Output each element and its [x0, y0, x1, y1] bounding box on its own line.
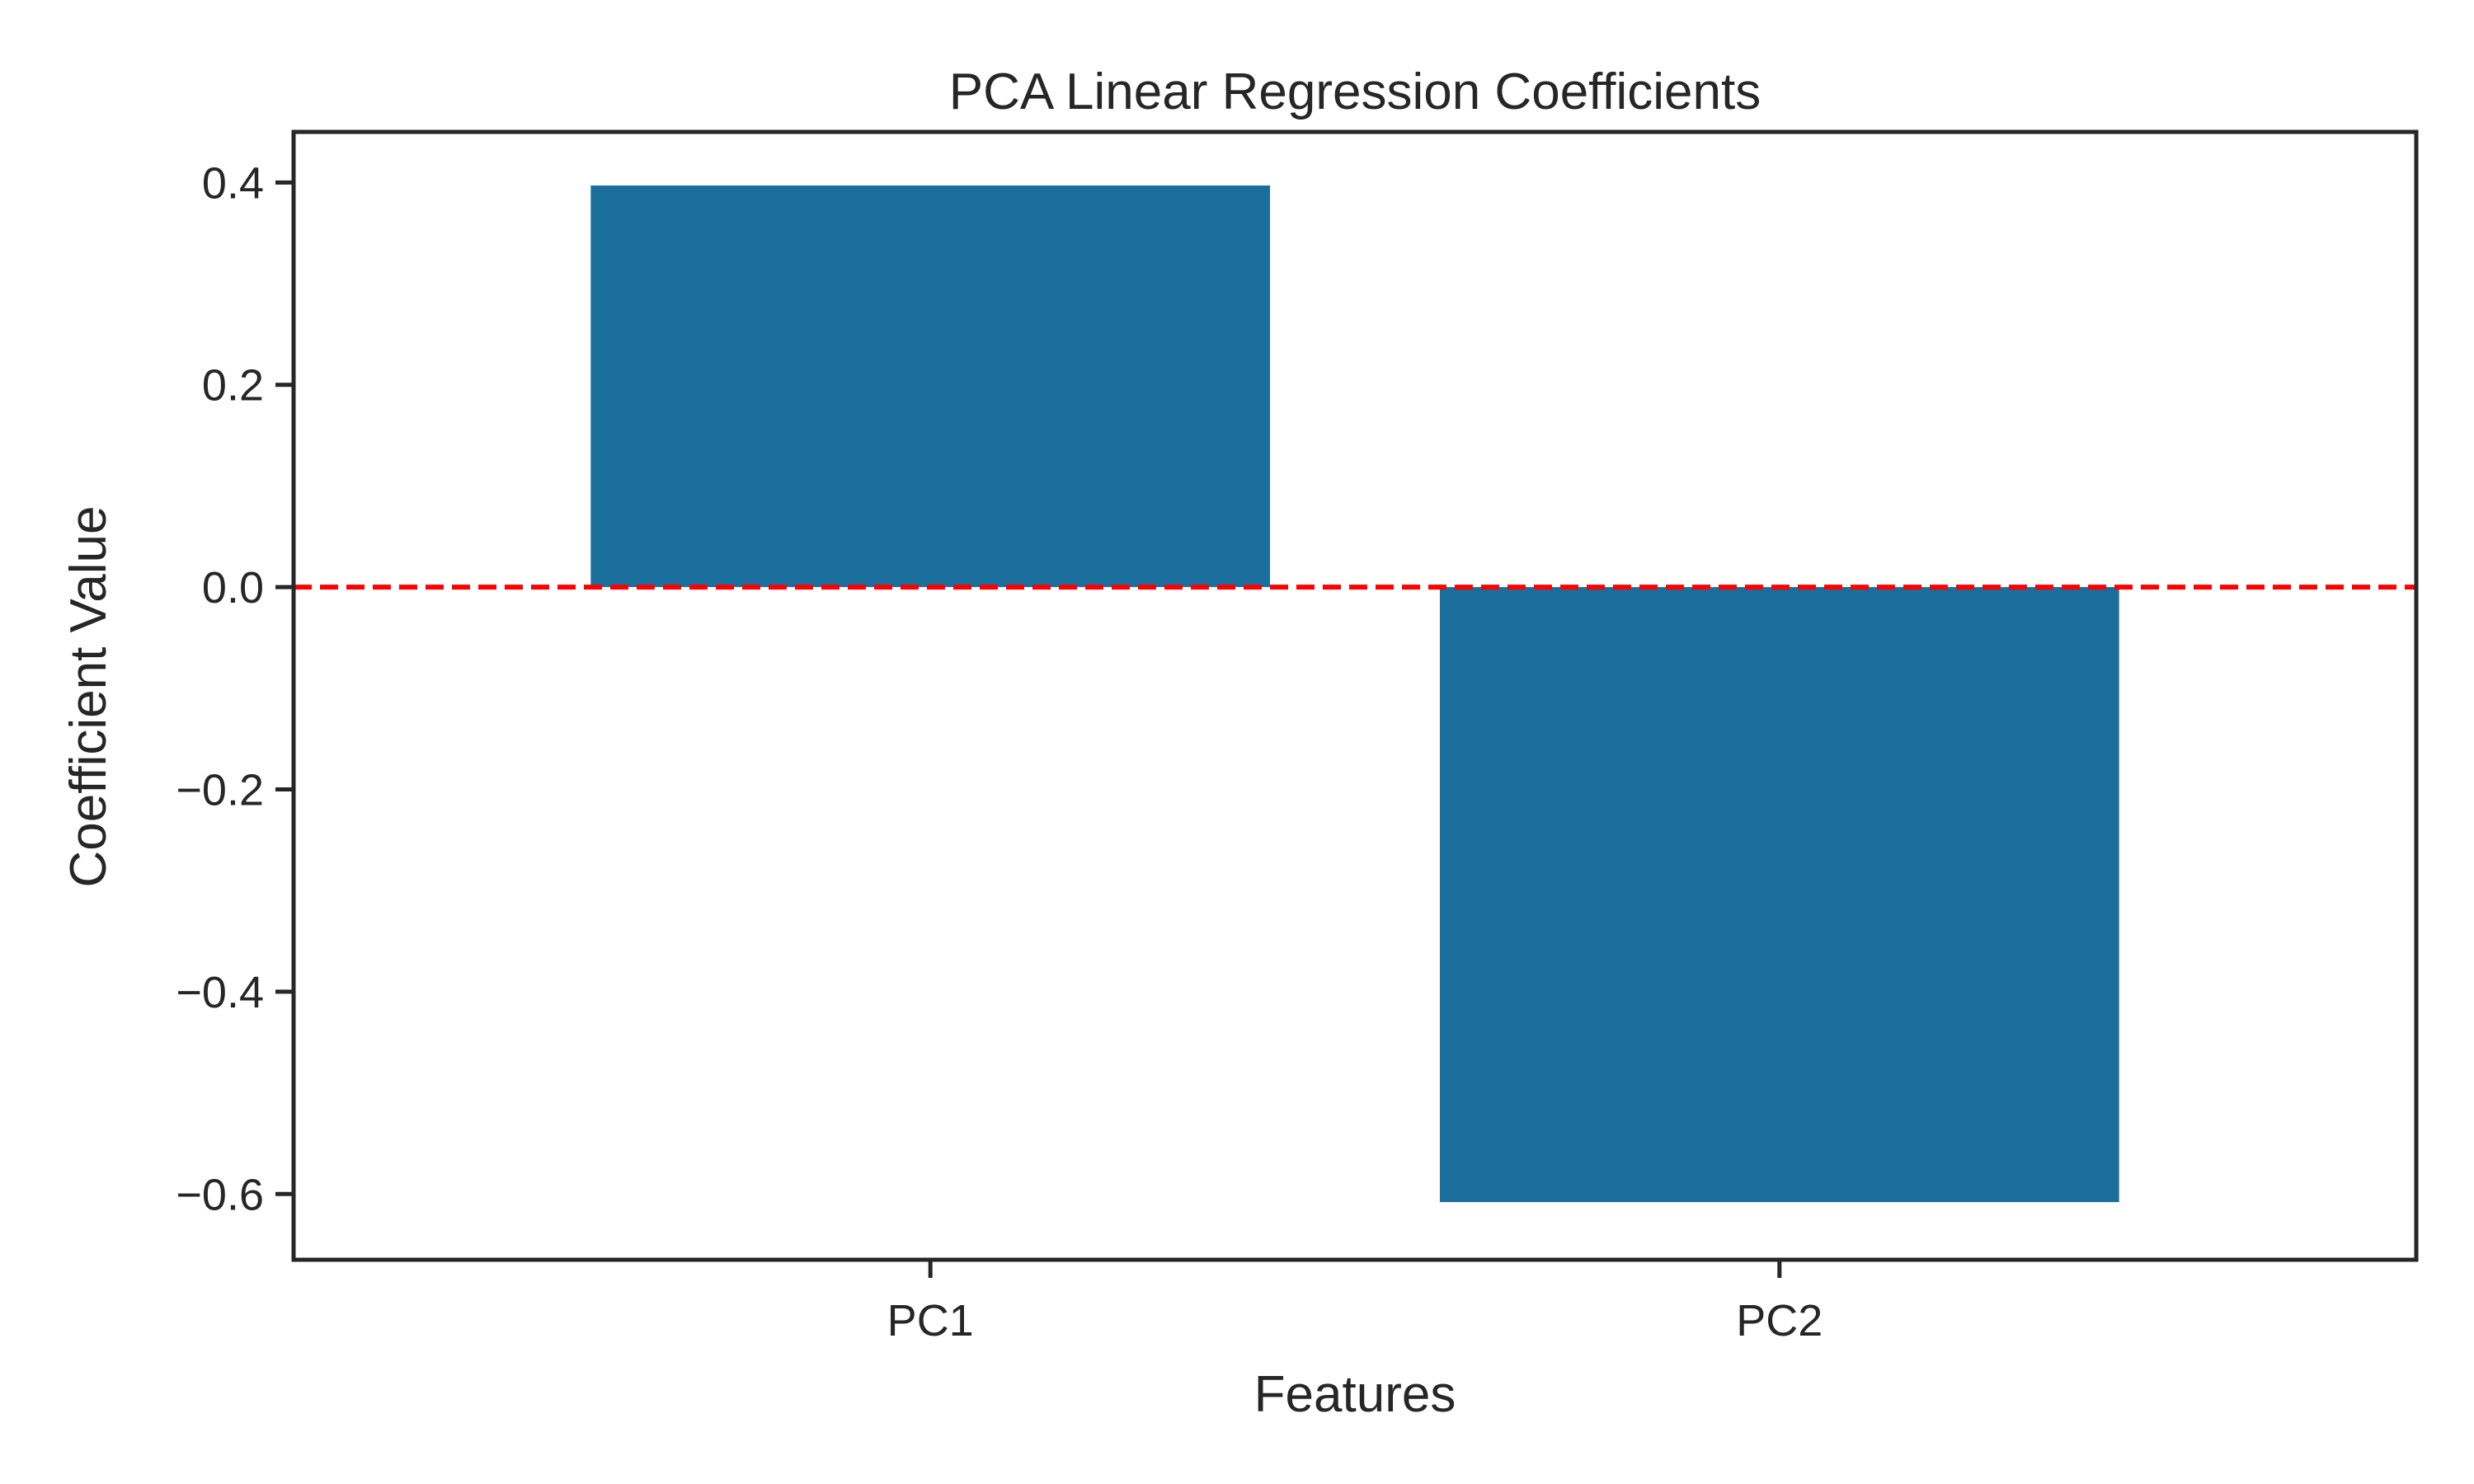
- bar-pc2: [1439, 587, 2119, 1203]
- y-tick-label: 0.4: [202, 158, 264, 208]
- x-tick-label: PC1: [887, 1296, 974, 1345]
- plot-frame: [291, 129, 2419, 1262]
- y-tick-label: 0.0: [202, 563, 264, 613]
- y-tick-label: 0.2: [202, 361, 264, 411]
- bar-pc1: [590, 186, 1271, 588]
- y-tick-label: −0.2: [176, 765, 264, 815]
- x-tick-label: PC2: [1736, 1296, 1823, 1345]
- y-tick-label: −0.6: [176, 1170, 264, 1219]
- plot-area: 0.4 0.2 0.0 −0.2 −0.4 −0.6 PC1 PC2: [176, 129, 2419, 1345]
- chart-title: PCA Linear Regression Coefficients: [949, 63, 1761, 120]
- x-axis-title: Features: [1254, 1366, 1456, 1423]
- y-tick-label: −0.4: [176, 968, 264, 1017]
- y-axis-title: Coefficient Value: [60, 505, 117, 887]
